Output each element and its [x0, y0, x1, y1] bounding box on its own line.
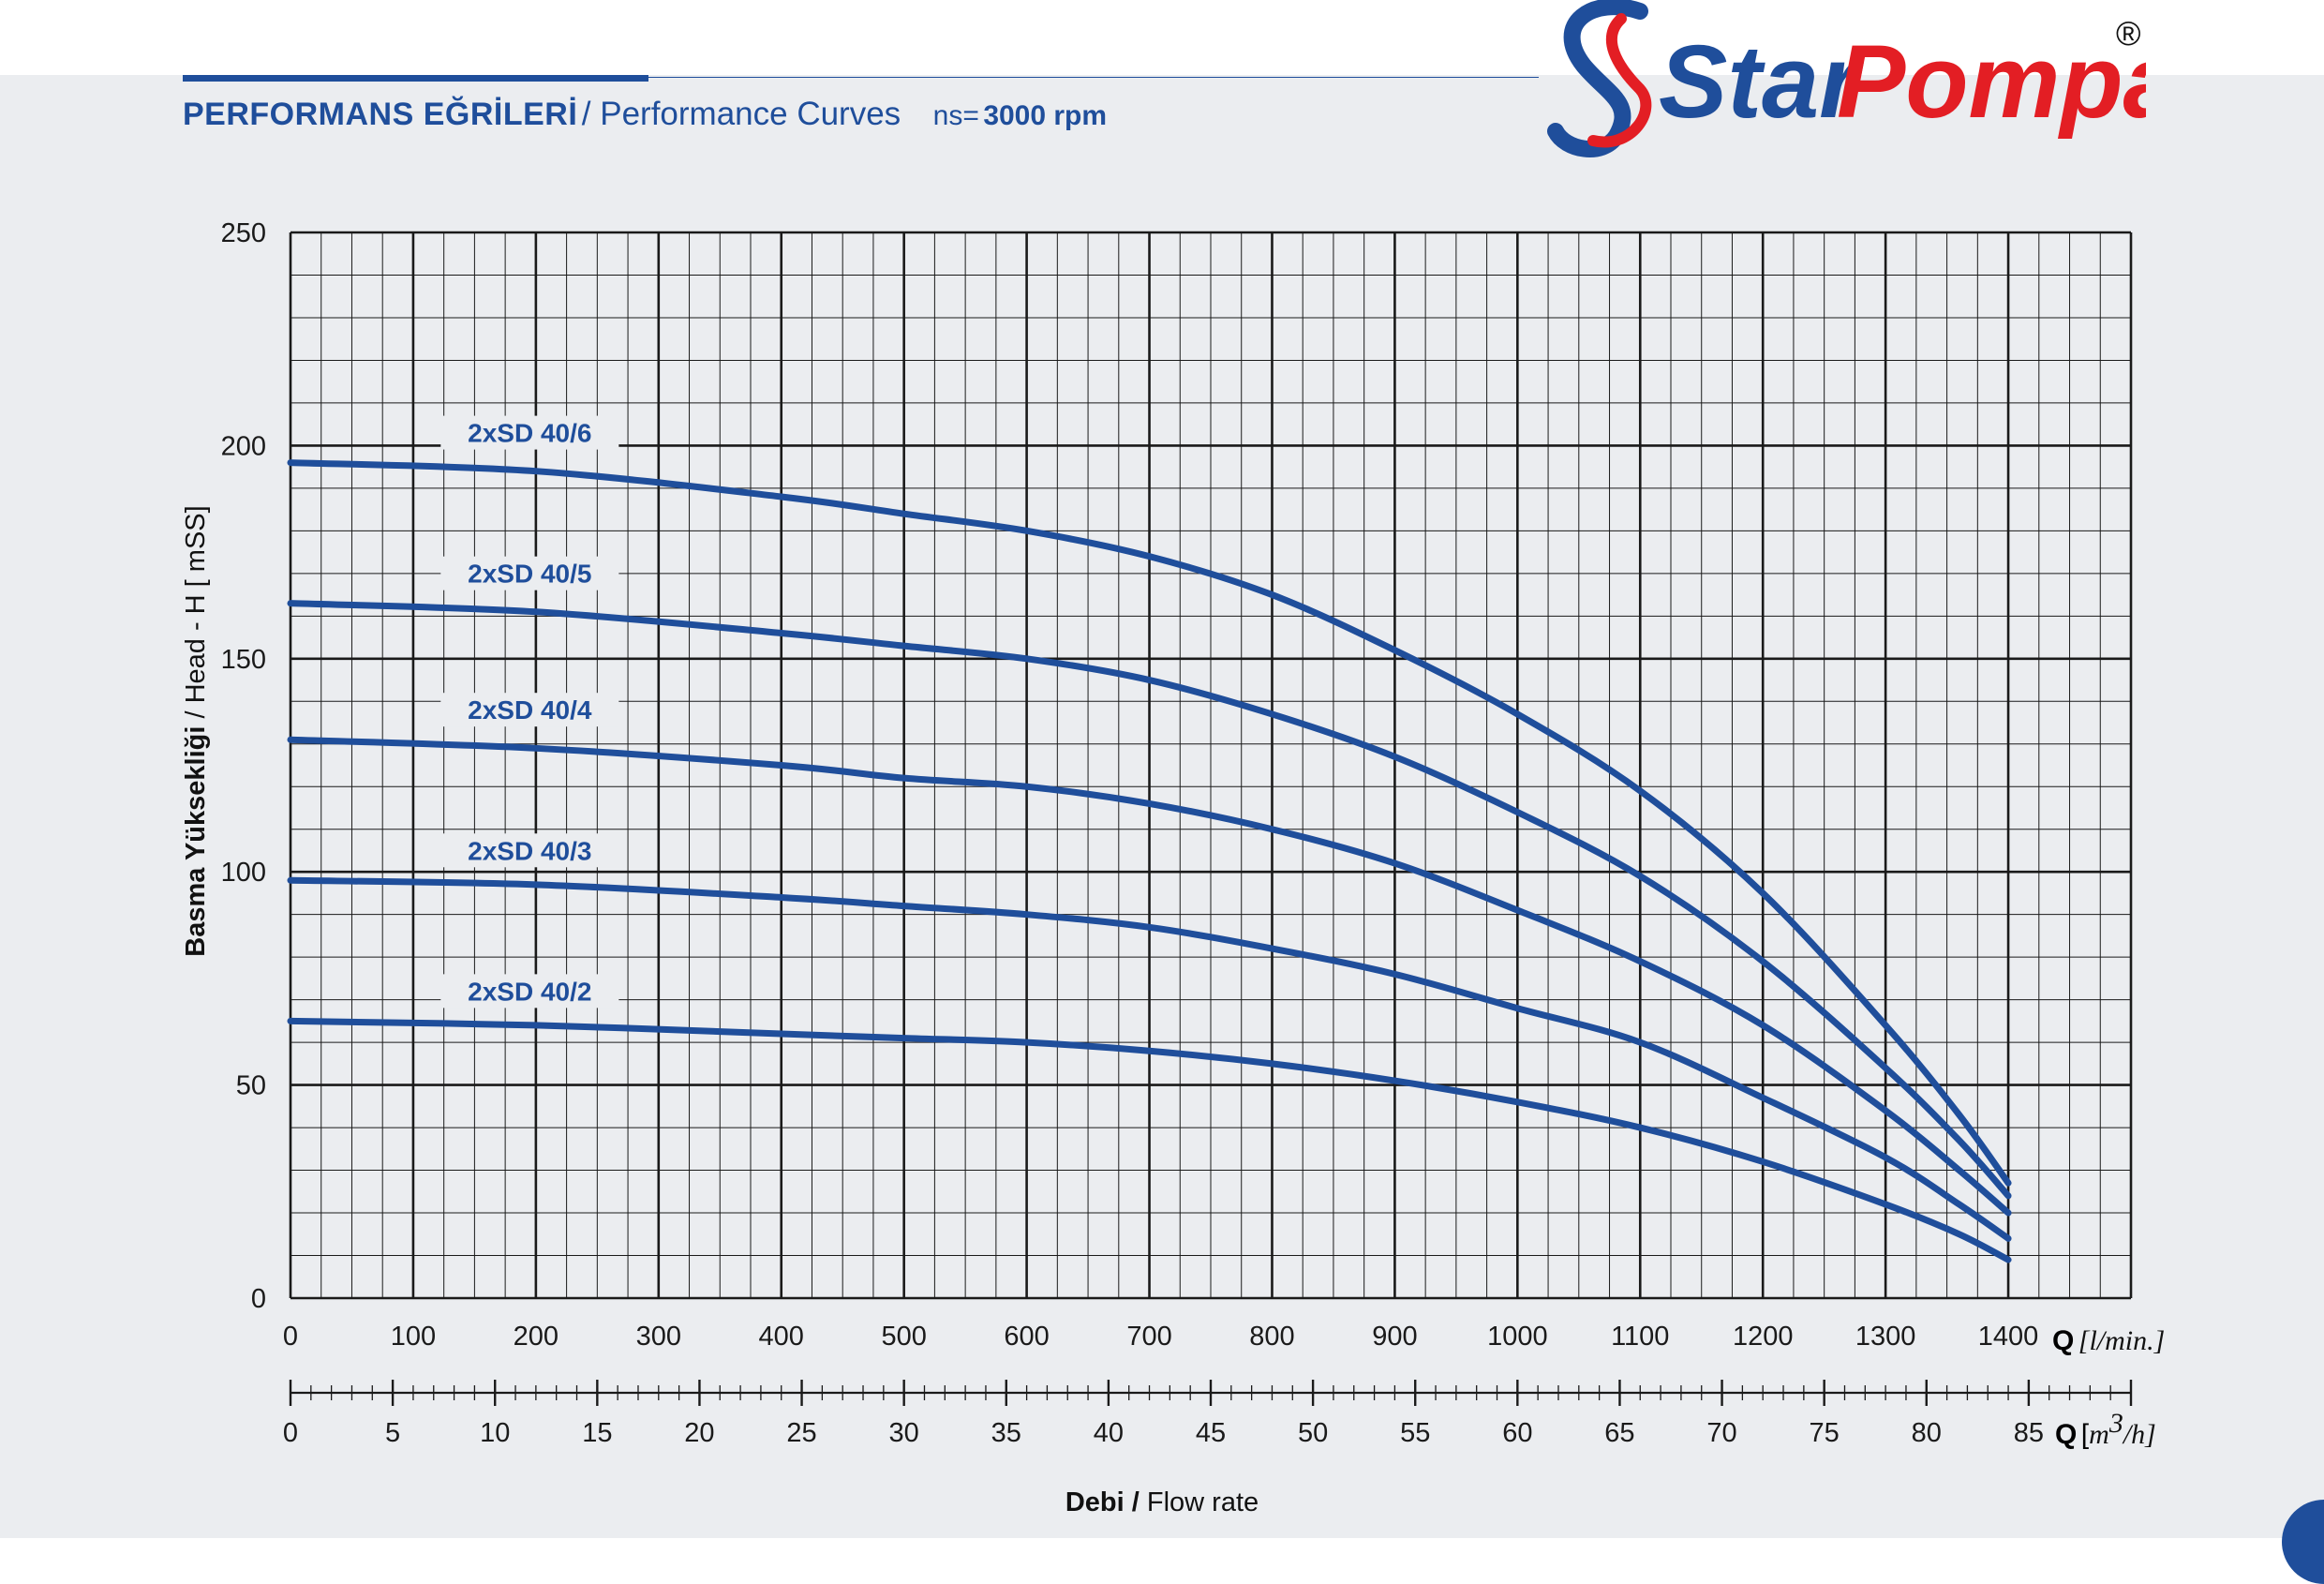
x-tick-label-m3h: 0 [283, 1418, 298, 1448]
x-axis-lmin-ticks: 0 100 200 300 400 500 600 700 800 900 1000 1100 1200… [283, 1322, 2038, 1352]
x-axis-title-bold: Debi [1065, 1487, 1125, 1517]
x-axis-m3h-unit-close: /h] [2122, 1419, 2156, 1450]
x-tick-label-m3h: 40 [1094, 1418, 1124, 1448]
curve-line [287, 876, 2012, 1242]
curve-label-background [440, 693, 619, 727]
x-tick-label-m3h: 45 [1196, 1418, 1226, 1448]
x-tick-label-lmin: 100 [391, 1322, 436, 1352]
x-axis-m3h: 0 5 10 15 20 25 30 35 40 45 50 55 60 65 70 75 80 85 [283, 1380, 2133, 1448]
x-tick-label-lmin: 1000 [1487, 1322, 1548, 1352]
rpm-label: ns= [932, 100, 979, 131]
x-tick-label-m3h: 65 [1604, 1418, 1634, 1448]
y-axis-title-rest: Head - H [ mSS] [181, 505, 211, 703]
x-axis-title-rest: Flow rate [1147, 1487, 1259, 1517]
curve-line [287, 736, 2012, 1217]
header-rule-thick [183, 75, 648, 82]
x-tick-label-lmin: 1300 [1855, 1322, 1916, 1352]
x-tick-label-m3h: 80 [1912, 1418, 1942, 1448]
x-tick-label-lmin: 500 [881, 1322, 926, 1352]
x-tick-label-m3h: 20 [684, 1418, 714, 1448]
brand-name-pompa: Pompa [1837, 24, 2146, 140]
x-tick-label-lmin: 300 [636, 1322, 681, 1352]
registered-mark: ® [2116, 14, 2141, 52]
x-axis-lmin-unit-text: [l/min.] [2078, 1325, 2166, 1356]
curve-label: 2xSD 40/4 [468, 695, 592, 725]
y-axis-ticks: 0 50 100 150 200 250 [221, 218, 266, 1314]
logo-swoosh-red-icon [1587, 13, 1652, 148]
title-separator: / [581, 96, 591, 132]
brand-name-star: Star [1659, 24, 1864, 140]
x-tick-label-lmin: 1200 [1733, 1322, 1794, 1352]
y-axis-title-sep: / [181, 710, 211, 719]
x-axis-title-sep: / [1132, 1487, 1140, 1517]
x-tick-label-lmin: 0 [283, 1322, 298, 1352]
y-tick-label: 200 [221, 431, 266, 461]
logo-swoosh-icon [1547, 0, 1648, 157]
x-tick-label-m3h: 15 [582, 1418, 612, 1448]
x-tick-label-m3h: 25 [786, 1418, 816, 1448]
x-tick-label-m3h: 35 [991, 1418, 1021, 1448]
x-axis-m3h-unit-open: [ [2081, 1419, 2090, 1450]
curve-line [287, 600, 2012, 1200]
x-tick-label-lmin: 800 [1249, 1322, 1294, 1352]
y-tick-label: 50 [236, 1071, 266, 1101]
x-axis-title: Debi / Flow rate [1065, 1487, 1259, 1517]
curve-label-background [440, 415, 619, 450]
x-tick-label-m3h: 75 [1810, 1418, 1840, 1448]
x-tick-label-lmin: 700 [1126, 1322, 1171, 1352]
title-english-text: Performance Curves [600, 96, 901, 132]
x-axis-m3h-unit: Q [m3/h] [2055, 1408, 2156, 1450]
curve-label-background [440, 974, 619, 1009]
page-header: PERFORMANS EĞRİLERİ / Performance Curves… [183, 96, 1107, 133]
rpm-value: 3000 rpm [983, 100, 1108, 131]
x-tick-label-m3h: 55 [1400, 1418, 1430, 1448]
x-axis-lmin-unit: Q [l/min.] [2052, 1325, 2165, 1356]
star-pompa-logo: Star Pompa ® [1547, 0, 2146, 157]
curve-label: 2xSD 40/6 [468, 419, 591, 448]
curve-label-background [440, 833, 619, 868]
title-turkish: PERFORMANS EĞRİLERİ [183, 97, 578, 132]
x-tick-label-m3h: 30 [889, 1418, 919, 1448]
grid-major [289, 231, 2133, 1300]
curves: 2xSD 40/6 2xSD 40/5 2xSD 40/4 2xSD 40/3 2xSD… [287, 415, 2012, 1263]
x-tick-label-lmin: 200 [514, 1322, 559, 1352]
x-tick-label-m3h: 60 [1502, 1418, 1532, 1448]
curve-label: 2xSD 40/5 [468, 560, 591, 589]
curve-line [287, 1017, 2012, 1263]
title-english: / Performance Curves [582, 96, 901, 132]
y-axis-title: Basma Yüksekliği / Head - H [ mSS] [181, 505, 211, 956]
x-tick-label-lmin: 900 [1372, 1322, 1417, 1352]
x-axis-m3h-unit-sup: 3 [2108, 1408, 2123, 1439]
x-tick-label-m3h: 85 [2014, 1418, 2044, 1448]
x-axis-m3h-unit-m: m [2089, 1419, 2109, 1450]
x-tick-label-lmin: 1400 [1978, 1322, 2039, 1352]
curve-label: 2xSD 40/3 [468, 836, 591, 865]
y-tick-label: 0 [251, 1284, 266, 1314]
y-tick-label: 100 [221, 858, 266, 888]
x-tick-label-m3h: 5 [385, 1418, 400, 1448]
y-tick-label: 250 [221, 218, 266, 248]
curve-line [287, 459, 2012, 1187]
x-tick-label-lmin: 1100 [1611, 1322, 1669, 1352]
x-tick-label-lmin: 600 [1004, 1322, 1049, 1352]
curve-label: 2xSD 40/2 [468, 977, 591, 1006]
x-axis-m3h-unit-symbol: Q [2055, 1419, 2077, 1450]
curve-label-background [440, 556, 619, 590]
y-tick-label: 150 [221, 645, 266, 675]
x-tick-label-lmin: 400 [759, 1322, 804, 1352]
x-tick-label-m3h: 10 [480, 1418, 510, 1448]
header-rule-thin [648, 77, 1539, 78]
x-tick-label-m3h: 50 [1298, 1418, 1328, 1448]
y-axis-title-bold: Basma Yüksekliği [181, 726, 211, 957]
x-tick-label-m3h: 70 [1706, 1418, 1736, 1448]
x-axis-lmin-unit-symbol: Q [2052, 1325, 2074, 1356]
